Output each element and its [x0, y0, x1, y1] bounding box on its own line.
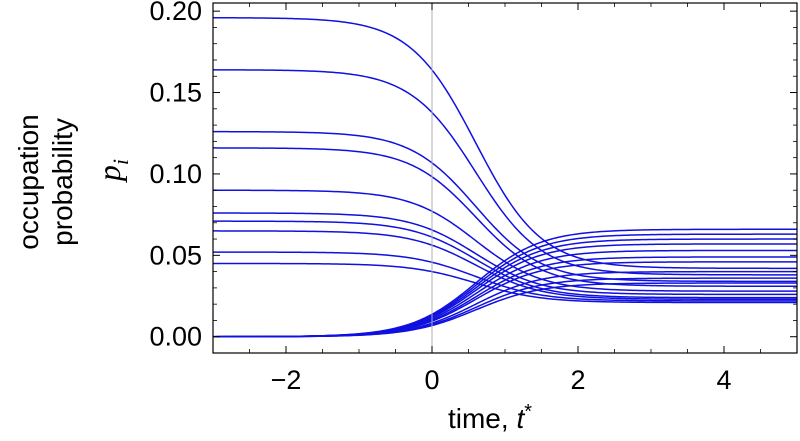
series-line-8: [213, 230, 798, 301]
y-axis-title-line2: probability: [47, 118, 78, 246]
y-axis-title-subscript: i: [108, 159, 133, 165]
series-line-3: [212, 130, 797, 283]
series-line-2: [212, 69, 797, 276]
y-axis-title-p: p: [91, 165, 127, 183]
x-axis-title-variable: t: [516, 403, 525, 434]
series-line-20: [213, 282, 797, 338]
series-lines: [212, 16, 798, 338]
series-line-5: [212, 189, 797, 292]
series-line-13: [213, 238, 797, 338]
y-tick-label: 0.15: [149, 78, 202, 108]
series-line-4: [213, 147, 797, 287]
series-line-9: [213, 251, 797, 302]
y-axis-title-line1: occupation: [13, 114, 44, 249]
y-tick-label: 0.20: [149, 0, 202, 26]
series-line-16: [213, 256, 797, 338]
y-tick-label: 0.05: [149, 240, 202, 270]
x-axis-title-prefix: time,: [448, 403, 516, 434]
x-axis-title-superscript: *: [524, 401, 532, 423]
y-tick-label: 0.10: [149, 159, 202, 189]
y-axis-title-variable: pi: [91, 159, 133, 183]
x-tick-label: −2: [271, 365, 302, 395]
axis-ticks: −2 0 2 4 0.00 0.05 0.10 0.15 0.20: [149, 0, 798, 395]
x-tick-label: 2: [570, 365, 585, 395]
x-tick-label: 0: [424, 365, 439, 395]
series-line-6: [213, 212, 797, 296]
y-tick-label: 0.00: [149, 322, 202, 352]
x-tick-label: 4: [716, 365, 731, 395]
x-axis-title: time, t*: [448, 401, 532, 434]
series-line-1: [213, 16, 797, 270]
